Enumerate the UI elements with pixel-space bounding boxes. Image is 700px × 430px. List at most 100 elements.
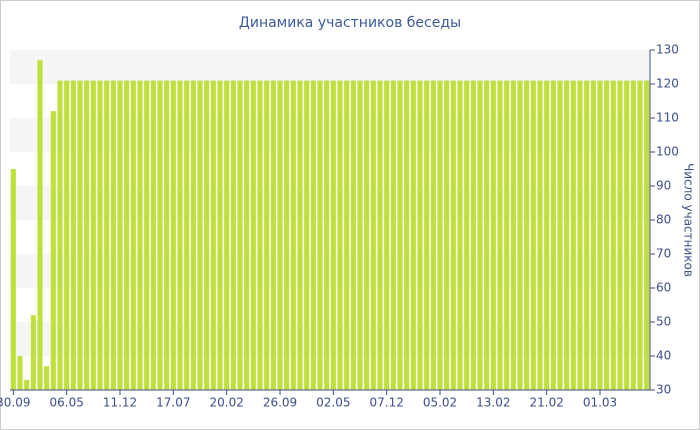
bar [457, 80, 463, 390]
bar [104, 80, 110, 390]
bar [390, 80, 396, 390]
bar [130, 80, 136, 390]
bar [64, 80, 70, 390]
bar [424, 80, 430, 390]
bar [477, 80, 483, 390]
bar [57, 80, 63, 390]
y-tick-label: 40 [656, 349, 671, 363]
bar [290, 80, 296, 390]
bar [257, 80, 263, 390]
bar [44, 366, 50, 390]
bar [304, 80, 310, 390]
y-tick-label: 120 [656, 77, 679, 91]
bar [277, 80, 283, 390]
bar [337, 80, 343, 390]
y-tick-label: 50 [656, 315, 671, 329]
bar [384, 80, 390, 390]
bar [204, 80, 210, 390]
bar [410, 80, 416, 390]
bar [164, 80, 170, 390]
y-axis-title: Число участников [682, 163, 696, 277]
bar [70, 80, 76, 390]
grid-band [10, 186, 650, 220]
bar [117, 80, 123, 390]
bar [237, 80, 243, 390]
bar [404, 80, 410, 390]
bar [17, 356, 23, 390]
bar [37, 60, 43, 390]
bar [10, 169, 16, 390]
bar [624, 80, 630, 390]
bar [444, 80, 450, 390]
bar [470, 80, 476, 390]
bar [77, 80, 83, 390]
y-tick-label: 110 [656, 111, 679, 125]
bar [110, 80, 116, 390]
x-tick-label: 07.12 [369, 396, 403, 410]
bar [170, 80, 176, 390]
bar [550, 80, 556, 390]
y-tick-label: 80 [656, 213, 671, 227]
bar [557, 80, 563, 390]
bar [450, 80, 456, 390]
x-tick-label: 17.07 [156, 396, 190, 410]
bar [597, 80, 603, 390]
x-tick-label: 13.02 [476, 396, 510, 410]
bar [190, 80, 196, 390]
bar [544, 80, 550, 390]
x-tick-label: 21.02 [529, 396, 563, 410]
x-tick-label: 26.09 [263, 396, 297, 410]
bar [637, 80, 643, 390]
bar [310, 80, 316, 390]
bar [24, 379, 30, 390]
bar [570, 80, 576, 390]
bar [377, 80, 383, 390]
bar [264, 80, 270, 390]
bar [464, 80, 470, 390]
x-tick-label: 20.02 [209, 396, 243, 410]
bar [244, 80, 250, 390]
bar [617, 80, 623, 390]
bar [397, 80, 403, 390]
bar [504, 80, 510, 390]
bar [370, 80, 376, 390]
grid-band [10, 322, 650, 356]
bar [417, 80, 423, 390]
y-tick-label: 30 [656, 383, 671, 397]
bar [184, 80, 190, 390]
bar [517, 80, 523, 390]
bar [224, 80, 230, 390]
bar [577, 80, 583, 390]
y-tick-label: 130 [656, 43, 679, 57]
x-tick-label: 01.03 [583, 396, 617, 410]
bar [30, 315, 36, 390]
bar [90, 80, 96, 390]
y-tick-label: 60 [656, 281, 671, 295]
grid-band [10, 50, 650, 84]
bar [537, 80, 543, 390]
bar [50, 111, 56, 390]
bar [124, 80, 130, 390]
bar [210, 80, 216, 390]
bar [610, 80, 616, 390]
bar [97, 80, 103, 390]
bar [250, 80, 256, 390]
bar [330, 80, 336, 390]
grid-band [10, 254, 650, 288]
bar [357, 80, 363, 390]
bar [157, 80, 163, 390]
bar [364, 80, 370, 390]
bar [177, 80, 183, 390]
chart-title: Динамика участников беседы [239, 15, 461, 31]
bar [230, 80, 236, 390]
bar [144, 80, 150, 390]
bar [524, 80, 530, 390]
bar [284, 80, 290, 390]
grid-band [10, 118, 650, 152]
bar [84, 80, 90, 390]
bar [510, 80, 516, 390]
bar [350, 80, 356, 390]
bar [484, 80, 490, 390]
bar [137, 80, 143, 390]
